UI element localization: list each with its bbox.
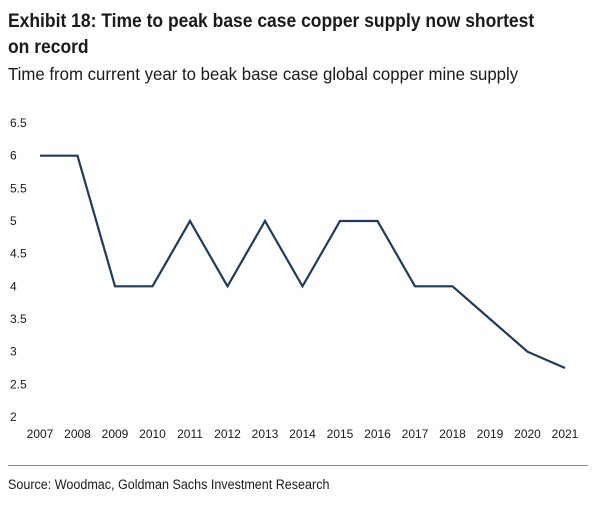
y-tick-label: 4 <box>10 279 17 293</box>
y-tick-label: 2.5 <box>10 377 27 391</box>
x-tick-label: 2015 <box>327 427 354 441</box>
y-tick-label: 3.5 <box>10 312 27 326</box>
y-tick-label: 5 <box>10 214 17 228</box>
x-tick-label: 2013 <box>252 427 279 441</box>
x-tick-label: 2008 <box>64 427 91 441</box>
x-tick-label: 2010 <box>139 427 166 441</box>
y-tick-label: 6 <box>10 149 17 163</box>
series-group <box>40 154 566 370</box>
line-chart: 2 2.5 3 3.5 4 4.5 5 5.5 6 6.5 2007 2008 2009 2010 201… <box>10 116 579 441</box>
x-tick-label: 2019 <box>477 427 504 441</box>
y-tick-label: 3 <box>10 345 17 359</box>
x-tick-label: 2021 <box>552 427 579 441</box>
series-line <box>40 154 566 370</box>
y-tick-label: 4.5 <box>10 247 27 261</box>
x-tick-label: 2014 <box>289 427 316 441</box>
x-axis: 2007 2008 2009 2010 2011 2012 2013 2014 2015 2016… <box>27 427 579 441</box>
x-tick-label: 2012 <box>214 427 241 441</box>
x-tick-label: 2009 <box>102 427 129 441</box>
source-note: Source: Woodmac, Goldman Sachs Investmen… <box>8 477 330 492</box>
y-tick-label: 6.5 <box>10 116 27 130</box>
y-axis: 2 2.5 3 3.5 4 4.5 5 5.5 6 6.5 <box>10 116 27 424</box>
x-tick-label: 2016 <box>364 427 391 441</box>
x-tick-label: 2017 <box>402 427 429 441</box>
y-tick-label: 2 <box>10 410 17 424</box>
chart-subtitle: Time from current year to beak base case… <box>8 64 519 84</box>
x-tick-label: 2011 <box>177 427 203 441</box>
chart-title: Exhibit 18: Time to peak base case coppe… <box>8 11 535 58</box>
x-tick-label: 2020 <box>514 427 541 441</box>
y-tick-label: 5.5 <box>10 181 27 195</box>
source-divider <box>8 465 588 466</box>
x-tick-label: 2018 <box>439 427 466 441</box>
x-tick-label: 2007 <box>27 427 54 441</box>
